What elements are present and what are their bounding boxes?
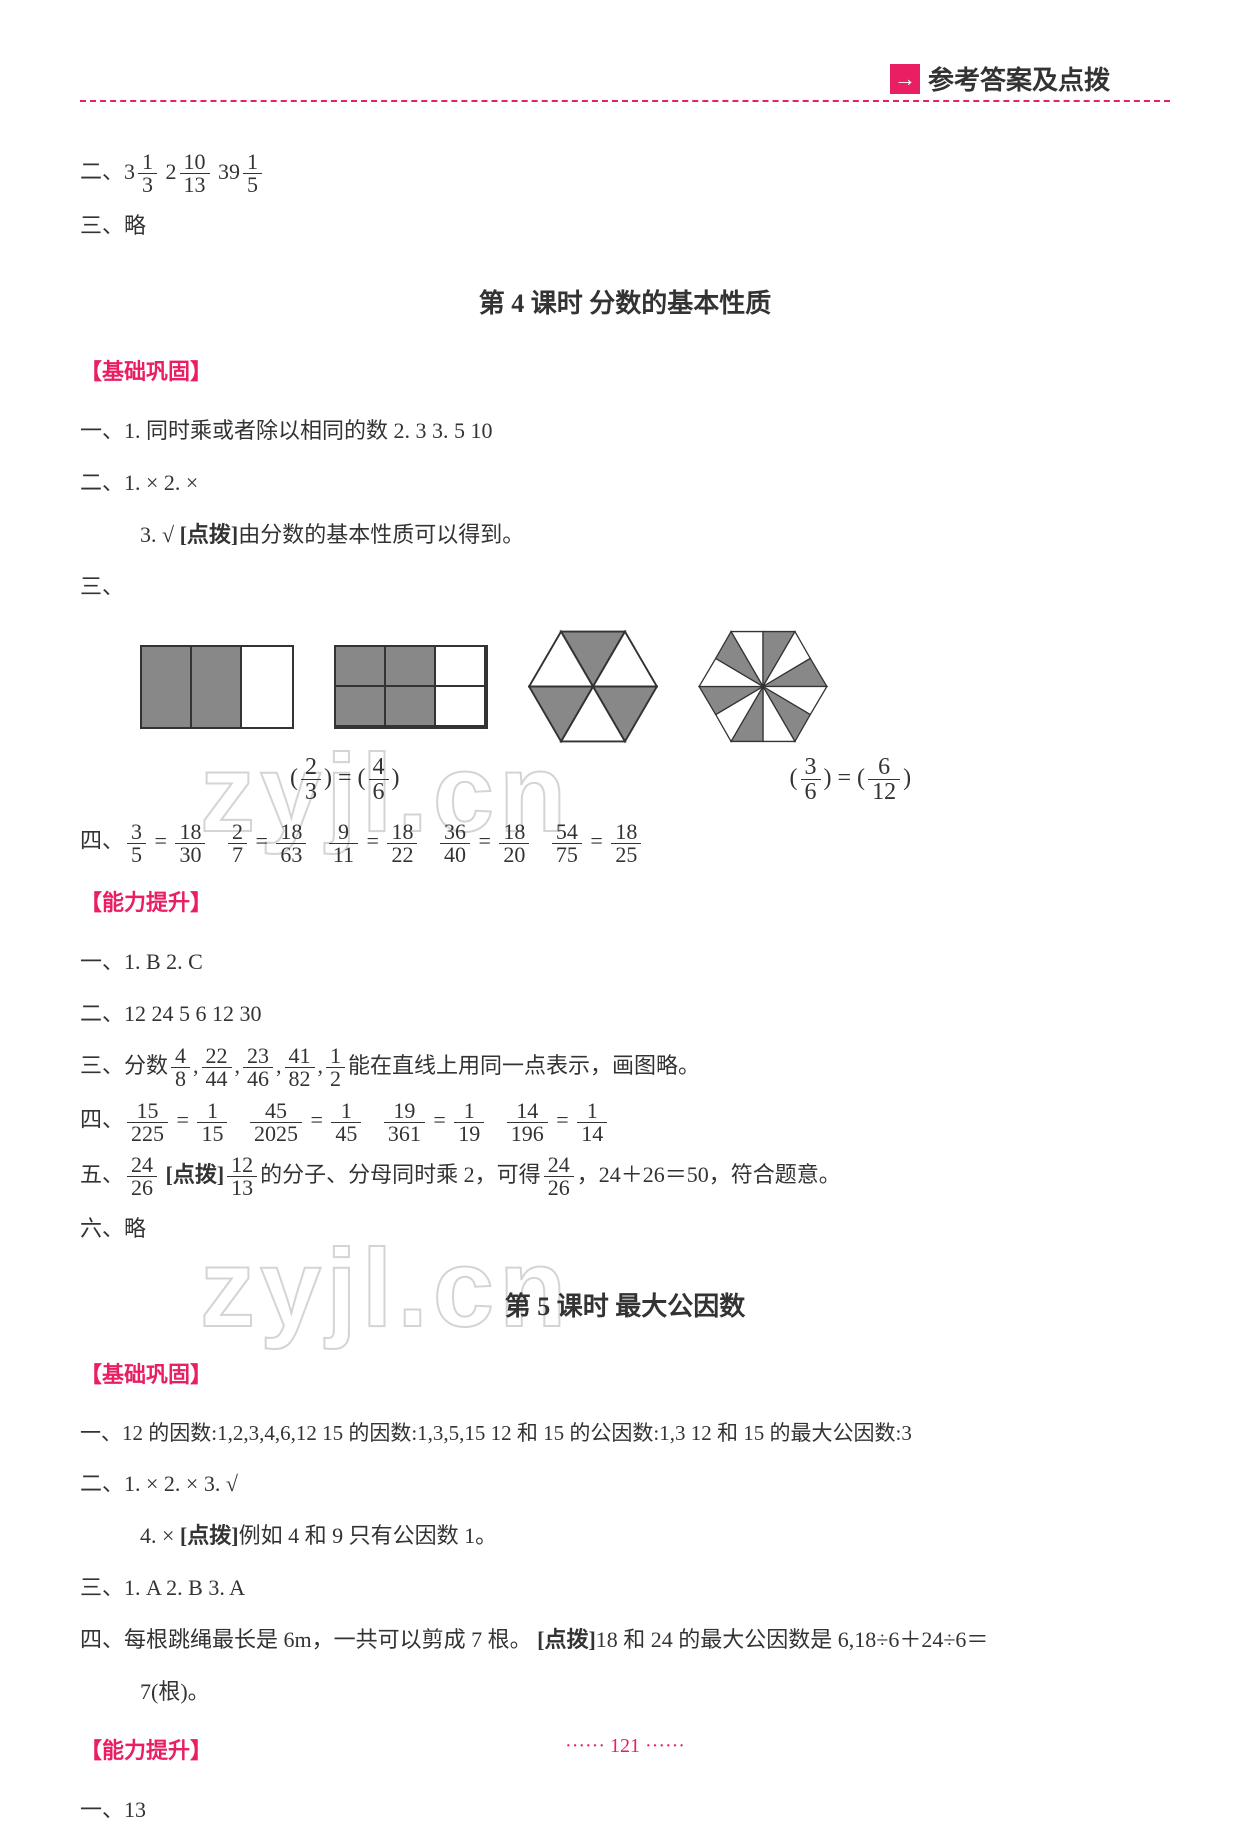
answer-line: 五、2426 [点拨]1213的分子、分母同时乘 2，可得2426，24＋26＝… — [80, 1153, 1170, 1199]
cell — [386, 647, 436, 687]
answer-line: 一、13 — [80, 1788, 1170, 1832]
content-body: 二、313 21013 3915 三、略 第 4 课时 分数的基本性质 【基础巩… — [80, 150, 1170, 1832]
subsection-label: 【基础巩固】 — [80, 350, 1170, 394]
answer-line: 三、略 — [80, 204, 1170, 248]
rect-diagram-1 — [140, 645, 294, 729]
answer-line: 四、15225 = 115 452025 = 145 19361 = 119 1… — [80, 1098, 1170, 1144]
text: 39 — [218, 159, 240, 184]
lesson-title: 第 4 课时 分数的基本性质 — [80, 278, 1170, 330]
subsection-label: 【基础巩固】 — [80, 1353, 1170, 1397]
cell — [142, 647, 192, 727]
rect-diagram-2 — [334, 645, 488, 729]
cell — [336, 647, 386, 687]
text: 3. √ — [140, 522, 180, 547]
diagram-row — [140, 629, 1170, 744]
answer-line: 3. √ [点拨]由分数的基本性质可以得到。 — [80, 513, 1170, 557]
cell — [436, 647, 486, 687]
fraction: 13 — [138, 151, 157, 196]
subsection-label: 【能力提升】 — [80, 881, 1170, 925]
answer-line: 三、分数48,2244,2346,4182,12能在直线上用同一点表示，画图略。 — [80, 1044, 1170, 1090]
text: 由分数的基本性质可以得到。 — [238, 522, 524, 547]
cell — [336, 687, 386, 727]
answer-line: 一、12 的因数:1,2,3,4,6,12 15 的因数:1,3,5,15 12… — [80, 1412, 1170, 1454]
cell — [242, 647, 292, 727]
hint-label: [点拨] — [180, 1523, 239, 1548]
answer-line: 7(根)。 — [80, 1670, 1170, 1714]
hint-label: [点拨] — [180, 522, 239, 547]
hexagon-diagram-2 — [698, 629, 828, 744]
arrow-icon: → — [890, 64, 920, 94]
hint-label: [点拨] — [166, 1162, 225, 1187]
answer-line: 四、35 = 1830 27 = 1863 911 = 1822 3640 = … — [80, 819, 1170, 865]
answer-line: 六、略 — [80, 1207, 1170, 1251]
answer-line: 四、每根跳绳最长是 6m，一共可以剪成 7 根。 [点拨]18 和 24 的最大… — [80, 1618, 1170, 1662]
hint-label: [点拨] — [537, 1627, 596, 1652]
dashed-separator — [80, 100, 1170, 102]
lesson-title: 第 5 课时 最大公因数 — [80, 1281, 1170, 1333]
answer-line: 二、1. × 2. × — [80, 461, 1170, 505]
page-header: → 参考答案及点拨 — [80, 60, 1170, 120]
text: 二、3 — [80, 159, 135, 184]
fraction-labels: (23) = (46) (36) = (612) — [290, 754, 1170, 804]
cell — [436, 687, 486, 727]
answer-line: 一、1. 同时乘或者除以相同的数 2. 3 3. 5 10 — [80, 409, 1170, 453]
cell — [192, 647, 242, 727]
text: 2 — [166, 159, 177, 184]
fraction-equation: (36) = (612) — [790, 754, 912, 804]
header-text: 参考答案及点拨 — [928, 60, 1110, 97]
hexagon-diagram-1 — [528, 629, 658, 744]
answer-line: 三、 — [80, 565, 1170, 609]
answer-line: 二、12 24 5 6 12 30 — [80, 992, 1170, 1036]
cell — [386, 687, 436, 727]
answer-line: 一、1. B 2. C — [80, 940, 1170, 984]
fraction: 15 — [243, 151, 262, 196]
fraction-equation: (23) = (46) — [290, 754, 400, 804]
subsection-label: 【能力提升】 — [80, 1729, 1170, 1773]
fraction: 1013 — [180, 151, 210, 196]
answer-line: 4. × [点拨]例如 4 和 9 只有公因数 1。 — [80, 1514, 1170, 1558]
answer-line: 二、313 21013 3915 — [80, 150, 1170, 196]
answer-line: 二、1. × 2. × 3. √ — [80, 1462, 1170, 1506]
header-title: → 参考答案及点拨 — [890, 60, 1110, 97]
answer-line: 三、1. A 2. B 3. A — [80, 1566, 1170, 1610]
